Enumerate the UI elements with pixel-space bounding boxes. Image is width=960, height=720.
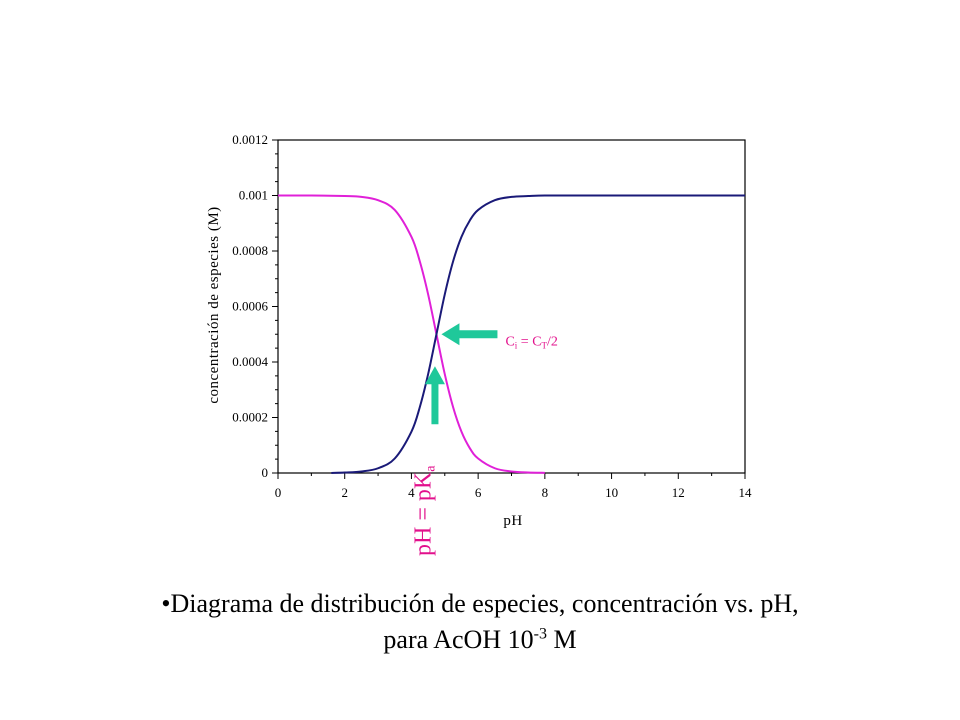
y-tick-label: 0.001 — [239, 188, 268, 203]
annotation-ph-pka: pH = pKa — [410, 465, 438, 556]
plot-area — [278, 140, 745, 473]
y-tick-label: 0.0008 — [232, 243, 268, 258]
y-axis: 0 0.0002 0.0004 0.0006 0.0008 0.001 0.0012 — [232, 132, 278, 480]
y-tick-label: 0.0006 — [232, 299, 268, 314]
y-tick-label: 0 — [262, 465, 269, 480]
x-axis: 0 2 4 6 8 10 12 14 — [275, 473, 752, 500]
annotation-ci-ct: Ci = CT/2 — [505, 334, 557, 350]
x-tick-label: 0 — [275, 485, 282, 500]
x-tick-label: 12 — [672, 485, 685, 500]
arrow-up-shaft — [431, 382, 438, 424]
caption-line-2: para AcOH 10-3 M — [0, 622, 960, 658]
x-tick-label: 14 — [739, 485, 753, 500]
caption: •Diagrama de distribución de especies, c… — [0, 586, 960, 658]
caption-line-2-sup: -3 — [534, 625, 547, 642]
x-tick-label: 10 — [605, 485, 618, 500]
arrow-right-head — [441, 323, 459, 345]
caption-line-2-suffix: M — [547, 625, 577, 654]
caption-line-2-prefix: para AcOH 10 — [383, 625, 533, 654]
y-tick-label: 0.0004 — [232, 354, 268, 369]
y-tick-label: 0.0012 — [232, 132, 268, 147]
y-tick-label: 0.0002 — [232, 410, 268, 425]
y-axis-title: concentración de especies (M) — [206, 206, 222, 403]
plot-frame — [278, 140, 745, 473]
x-axis-title: pH — [503, 513, 522, 529]
x-tick-label: 2 — [341, 485, 348, 500]
x-tick-label: 6 — [475, 485, 482, 500]
x-tick-label: 8 — [542, 485, 549, 500]
caption-line-1: •Diagrama de distribución de especies, c… — [0, 586, 960, 622]
arrow-right-shaft — [457, 330, 497, 338]
